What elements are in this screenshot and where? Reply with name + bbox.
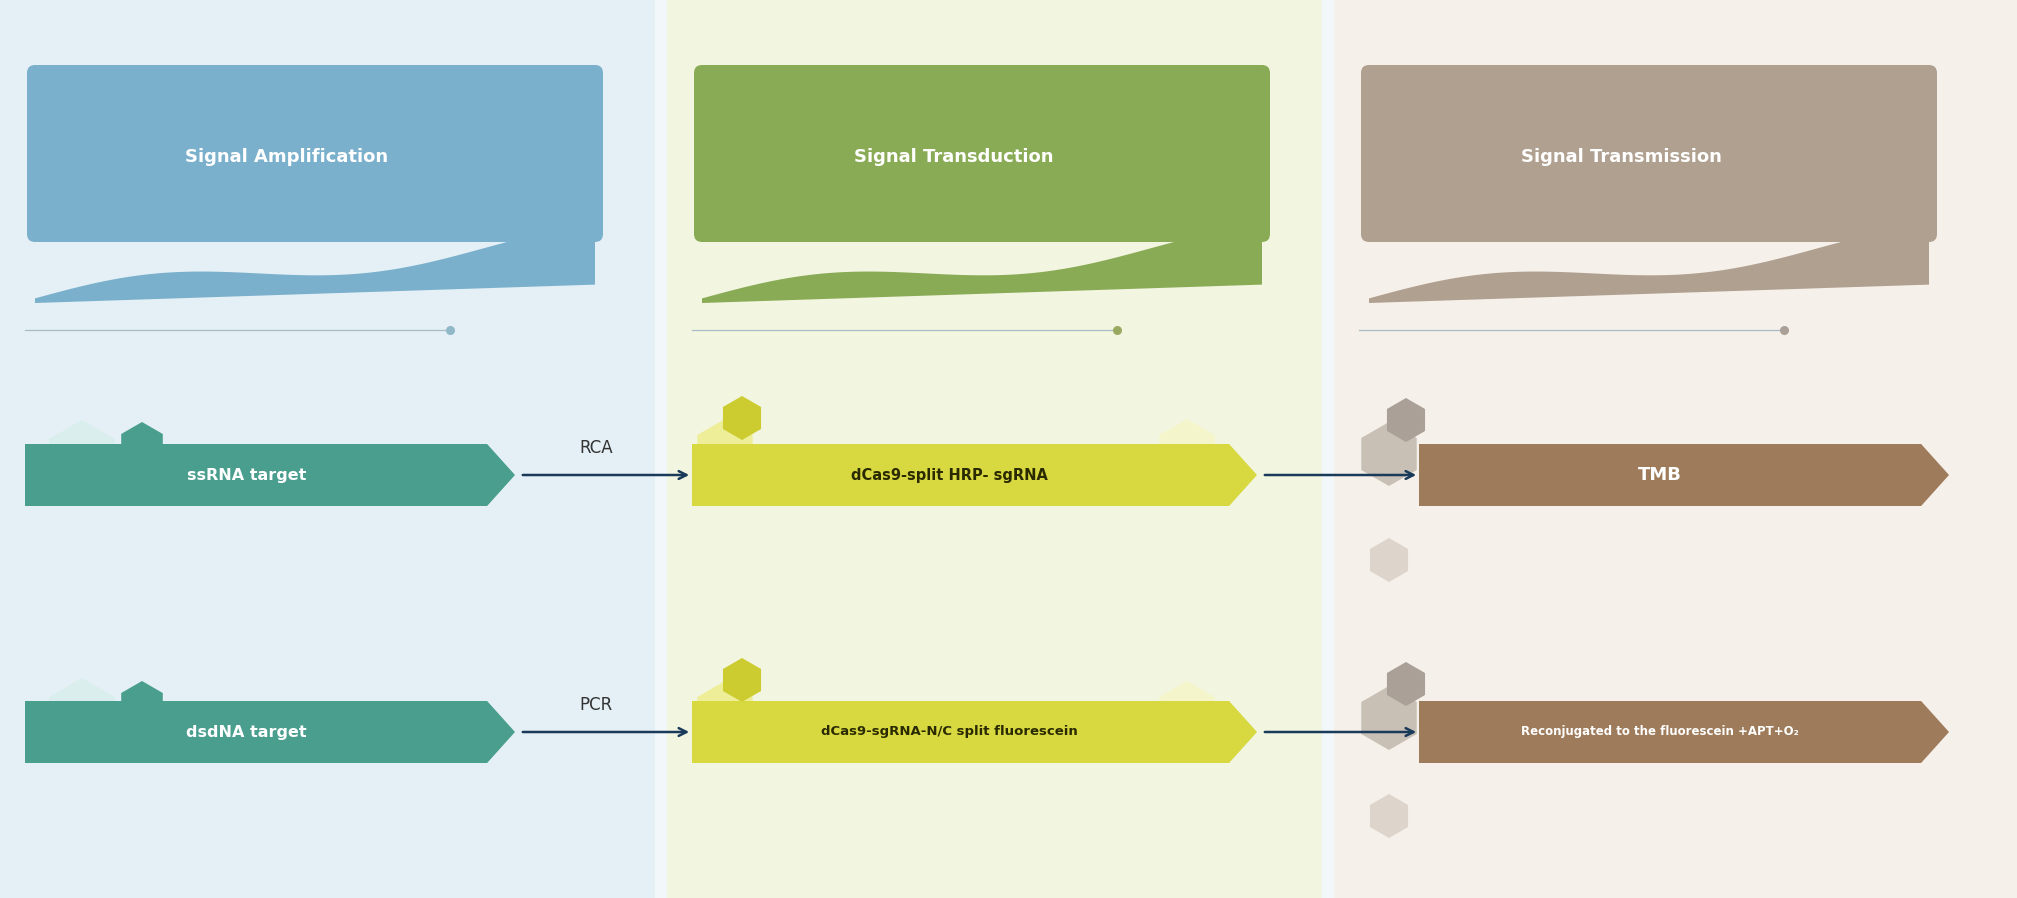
- Polygon shape: [1361, 422, 1416, 486]
- Text: dsdNA target: dsdNA target: [186, 725, 307, 739]
- Polygon shape: [1388, 398, 1426, 442]
- Polygon shape: [34, 224, 595, 303]
- Polygon shape: [1420, 444, 1948, 506]
- Text: RCA: RCA: [579, 439, 613, 457]
- Polygon shape: [24, 444, 514, 506]
- Polygon shape: [121, 422, 163, 470]
- Polygon shape: [24, 701, 514, 763]
- Polygon shape: [1160, 419, 1214, 483]
- Polygon shape: [1361, 686, 1416, 750]
- Polygon shape: [1370, 538, 1408, 582]
- Polygon shape: [698, 419, 752, 483]
- Bar: [1333, 0, 2017, 898]
- Text: Signal Transduction: Signal Transduction: [855, 147, 1053, 166]
- FancyBboxPatch shape: [1361, 65, 1936, 242]
- Text: Signal Amplification: Signal Amplification: [186, 147, 389, 166]
- Polygon shape: [698, 681, 752, 745]
- Text: Signal Transmission: Signal Transmission: [1521, 147, 1721, 166]
- Polygon shape: [1388, 662, 1426, 706]
- Polygon shape: [1370, 794, 1408, 838]
- Polygon shape: [702, 224, 1263, 303]
- Text: dCas9-sgRNA-N/C split fluorescein: dCas9-sgRNA-N/C split fluorescein: [821, 726, 1079, 738]
- Text: PCR: PCR: [579, 696, 613, 714]
- Bar: [668, 0, 1321, 898]
- Polygon shape: [48, 678, 115, 754]
- Text: TMB: TMB: [1638, 466, 1682, 484]
- Polygon shape: [722, 396, 760, 440]
- Text: ssRNA target: ssRNA target: [188, 468, 307, 482]
- Polygon shape: [692, 701, 1257, 763]
- Polygon shape: [1160, 681, 1214, 745]
- Polygon shape: [121, 681, 163, 729]
- Bar: [0, 0, 656, 898]
- Text: dCas9-split HRP- sgRNA: dCas9-split HRP- sgRNA: [851, 468, 1049, 482]
- Text: Reconjugated to the fluorescein +APT+O₂: Reconjugated to the fluorescein +APT+O₂: [1521, 726, 1799, 738]
- FancyBboxPatch shape: [26, 65, 603, 242]
- Polygon shape: [722, 658, 760, 702]
- Polygon shape: [48, 420, 115, 496]
- Polygon shape: [692, 444, 1257, 506]
- FancyBboxPatch shape: [694, 65, 1271, 242]
- Polygon shape: [1420, 701, 1948, 763]
- Polygon shape: [1370, 224, 1928, 303]
